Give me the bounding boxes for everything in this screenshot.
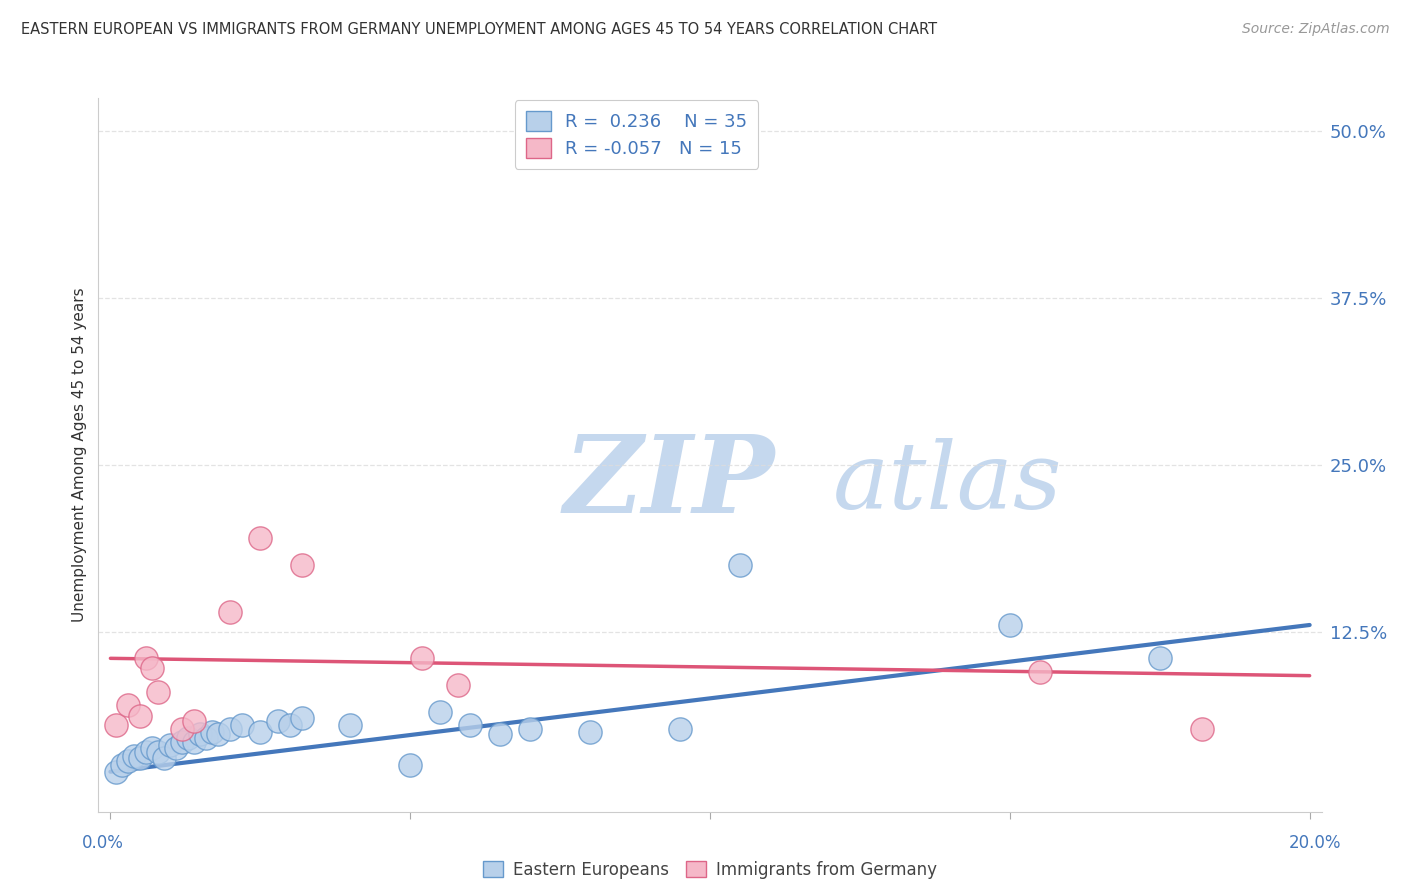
Point	[291, 558, 314, 572]
Point	[998, 618, 1021, 632]
Text: 20.0%: 20.0%	[1288, 834, 1341, 852]
Point	[195, 731, 218, 746]
Text: EASTERN EUROPEAN VS IMMIGRANTS FROM GERMANY UNEMPLOYMENT AMONG AGES 45 TO 54 YEA: EASTERN EUROPEAN VS IMMIGRANTS FROM GERM…	[21, 22, 938, 37]
Point	[172, 722, 194, 736]
Point	[249, 531, 271, 545]
Point	[429, 705, 451, 719]
Point	[135, 651, 157, 665]
Point	[1029, 665, 1052, 679]
Text: 0.0%: 0.0%	[82, 834, 124, 852]
Point	[177, 731, 200, 746]
Point	[129, 751, 152, 765]
Point	[728, 558, 751, 572]
Point	[148, 745, 170, 759]
Y-axis label: Unemployment Among Ages 45 to 54 years: Unemployment Among Ages 45 to 54 years	[72, 287, 87, 623]
Point	[105, 718, 128, 732]
Point	[124, 748, 146, 763]
Point	[105, 764, 128, 779]
Point	[458, 718, 481, 732]
Point	[207, 727, 229, 741]
Point	[1149, 651, 1171, 665]
Point	[489, 727, 512, 741]
Point	[447, 678, 470, 692]
Point	[519, 722, 541, 736]
Point	[165, 740, 187, 755]
Point	[159, 738, 181, 752]
Point	[669, 722, 692, 736]
Text: atlas: atlas	[832, 439, 1062, 528]
Point	[219, 605, 242, 619]
Point	[219, 722, 242, 736]
Point	[135, 745, 157, 759]
Point	[129, 708, 152, 723]
Point	[231, 718, 253, 732]
Point	[153, 751, 176, 765]
Point	[249, 724, 271, 739]
Point	[579, 724, 602, 739]
Point	[141, 661, 163, 675]
Point	[291, 711, 314, 725]
Point	[188, 727, 211, 741]
Point	[411, 651, 433, 665]
Text: ZIP: ZIP	[564, 431, 775, 536]
Point	[339, 718, 361, 732]
Legend: R =  0.236    N = 35, R = -0.057   N = 15: R = 0.236 N = 35, R = -0.057 N = 15	[515, 100, 758, 169]
Point	[267, 714, 290, 728]
Point	[183, 735, 205, 749]
Point	[183, 714, 205, 728]
Point	[172, 735, 194, 749]
Point	[111, 758, 134, 772]
Point	[141, 740, 163, 755]
Point	[201, 724, 224, 739]
Point	[148, 684, 170, 698]
Point	[1191, 722, 1213, 736]
Point	[117, 698, 139, 712]
Point	[399, 758, 422, 772]
Text: Source: ZipAtlas.com: Source: ZipAtlas.com	[1241, 22, 1389, 37]
Point	[117, 754, 139, 768]
Point	[278, 718, 301, 732]
